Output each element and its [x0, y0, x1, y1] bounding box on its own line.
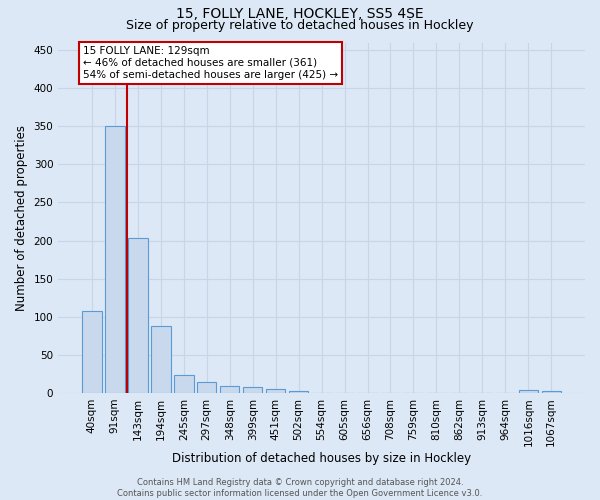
Bar — [197, 382, 217, 393]
Bar — [243, 387, 262, 393]
Bar — [542, 392, 561, 393]
Bar — [82, 310, 101, 393]
Text: 15 FOLLY LANE: 129sqm
← 46% of detached houses are smaller (361)
54% of semi-det: 15 FOLLY LANE: 129sqm ← 46% of detached … — [83, 46, 338, 80]
Bar — [220, 386, 239, 393]
Bar — [128, 238, 148, 393]
Text: Contains HM Land Registry data © Crown copyright and database right 2024.
Contai: Contains HM Land Registry data © Crown c… — [118, 478, 482, 498]
Text: 15, FOLLY LANE, HOCKLEY, SS5 4SE: 15, FOLLY LANE, HOCKLEY, SS5 4SE — [176, 8, 424, 22]
Bar — [289, 390, 308, 393]
Text: Size of property relative to detached houses in Hockley: Size of property relative to detached ho… — [126, 19, 474, 32]
X-axis label: Distribution of detached houses by size in Hockley: Distribution of detached houses by size … — [172, 452, 471, 465]
Bar — [266, 389, 286, 393]
Bar — [105, 126, 125, 393]
Y-axis label: Number of detached properties: Number of detached properties — [15, 124, 28, 310]
Bar — [174, 374, 194, 393]
Bar — [151, 326, 170, 393]
Bar — [518, 390, 538, 393]
